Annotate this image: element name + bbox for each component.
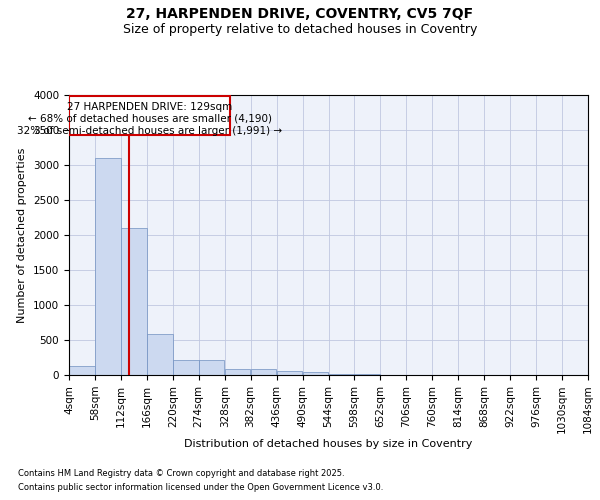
Bar: [251, 370, 277, 375]
Bar: [355, 374, 380, 375]
Text: Contains HM Land Registry data © Crown copyright and database right 2025.: Contains HM Land Registry data © Crown c…: [18, 468, 344, 477]
Bar: [95, 158, 121, 375]
Text: 27, HARPENDEN DRIVE, COVENTRY, CV5 7QF: 27, HARPENDEN DRIVE, COVENTRY, CV5 7QF: [127, 8, 473, 22]
Text: 27 HARPENDEN DRIVE: 129sqm: 27 HARPENDEN DRIVE: 129sqm: [67, 102, 232, 112]
Text: 32% of semi-detached houses are larger (1,991) →: 32% of semi-detached houses are larger (…: [17, 126, 282, 136]
Bar: [147, 334, 173, 375]
Y-axis label: Number of detached properties: Number of detached properties: [17, 148, 28, 322]
Bar: [329, 374, 354, 375]
Text: Size of property relative to detached houses in Coventry: Size of property relative to detached ho…: [123, 22, 477, 36]
Bar: [302, 372, 328, 375]
Bar: [69, 366, 95, 375]
Bar: [69, 96, 230, 135]
Bar: [277, 371, 302, 375]
Bar: [225, 368, 250, 375]
Bar: [173, 360, 199, 375]
Text: ← 68% of detached houses are smaller (4,190): ← 68% of detached houses are smaller (4,…: [28, 114, 272, 124]
Bar: [199, 360, 224, 375]
Text: Contains public sector information licensed under the Open Government Licence v3: Contains public sector information licen…: [18, 484, 383, 492]
X-axis label: Distribution of detached houses by size in Coventry: Distribution of detached houses by size …: [184, 439, 473, 449]
Bar: [121, 228, 146, 375]
